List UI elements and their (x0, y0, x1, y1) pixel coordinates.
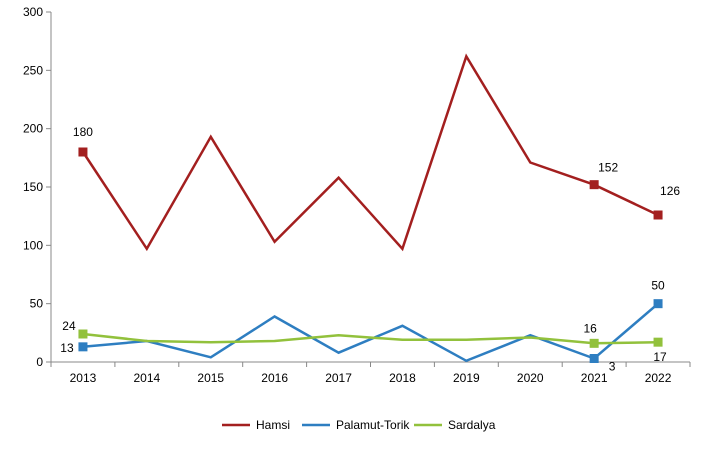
data-point-marker (653, 210, 663, 220)
y-tick-label: 250 (23, 63, 43, 77)
data-point-marker (589, 180, 599, 190)
x-tick-label: 2013 (70, 371, 97, 385)
data-label: 17 (653, 350, 667, 364)
data-point-marker (589, 338, 599, 348)
data-label: 126 (660, 184, 680, 198)
chart-axes: 0 50 100 150 200 250 300 2013 2014 2015 2016 2017 20… (23, 5, 691, 385)
y-tick-label: 100 (23, 238, 43, 252)
series-line-sardalya (82, 332, 659, 345)
data-label: 3 (609, 360, 616, 374)
y-tick-label: 300 (23, 5, 43, 19)
legend-label: Palamut-Torik (336, 418, 410, 432)
x-tick-label: 2019 (453, 371, 480, 385)
data-label: 24 (62, 319, 76, 333)
legend-item-hamsi: Hamsi (222, 418, 290, 432)
data-point-marker (78, 342, 88, 352)
legend-item-sardalya: Sardalya (414, 418, 496, 432)
x-tick-label: 2018 (389, 371, 416, 385)
data-point-marker (78, 147, 88, 157)
legend-label: Hamsi (256, 418, 290, 432)
data-label: 152 (598, 161, 618, 175)
data-label: 13 (60, 341, 74, 355)
chart-data-labels: 180 152 126 13 3 50 24 16 17 (60, 125, 680, 374)
y-tick-label: 0 (36, 355, 43, 369)
data-point-marker (653, 337, 663, 347)
legend-label: Sardalya (448, 418, 496, 432)
data-label: 50 (651, 279, 665, 293)
x-tick-label: 2022 (645, 371, 672, 385)
chart-series (78, 53, 663, 363)
x-tick-label: 2015 (197, 371, 224, 385)
series-line-palamut-torik (82, 302, 659, 363)
x-tick-label: 2014 (133, 371, 160, 385)
y-tick-label: 50 (30, 297, 44, 311)
series-line-hamsi (81, 53, 659, 252)
legend-item-palamut-torik: Palamut-Torik (302, 418, 410, 432)
x-tick-label: 2020 (517, 371, 544, 385)
data-point-marker (653, 299, 663, 309)
data-label: 180 (73, 125, 93, 139)
y-tick-label: 150 (23, 180, 43, 194)
data-point-marker (78, 329, 88, 339)
x-tick-label: 2017 (325, 371, 352, 385)
data-label: 16 (583, 321, 597, 335)
data-point-marker (589, 354, 599, 363)
x-tick-label: 2021 (581, 371, 608, 385)
x-tick-label: 2016 (261, 371, 288, 385)
y-tick-label: 200 (23, 122, 43, 136)
chart-legend: Hamsi Palamut-Torik Sardalya (222, 418, 496, 432)
